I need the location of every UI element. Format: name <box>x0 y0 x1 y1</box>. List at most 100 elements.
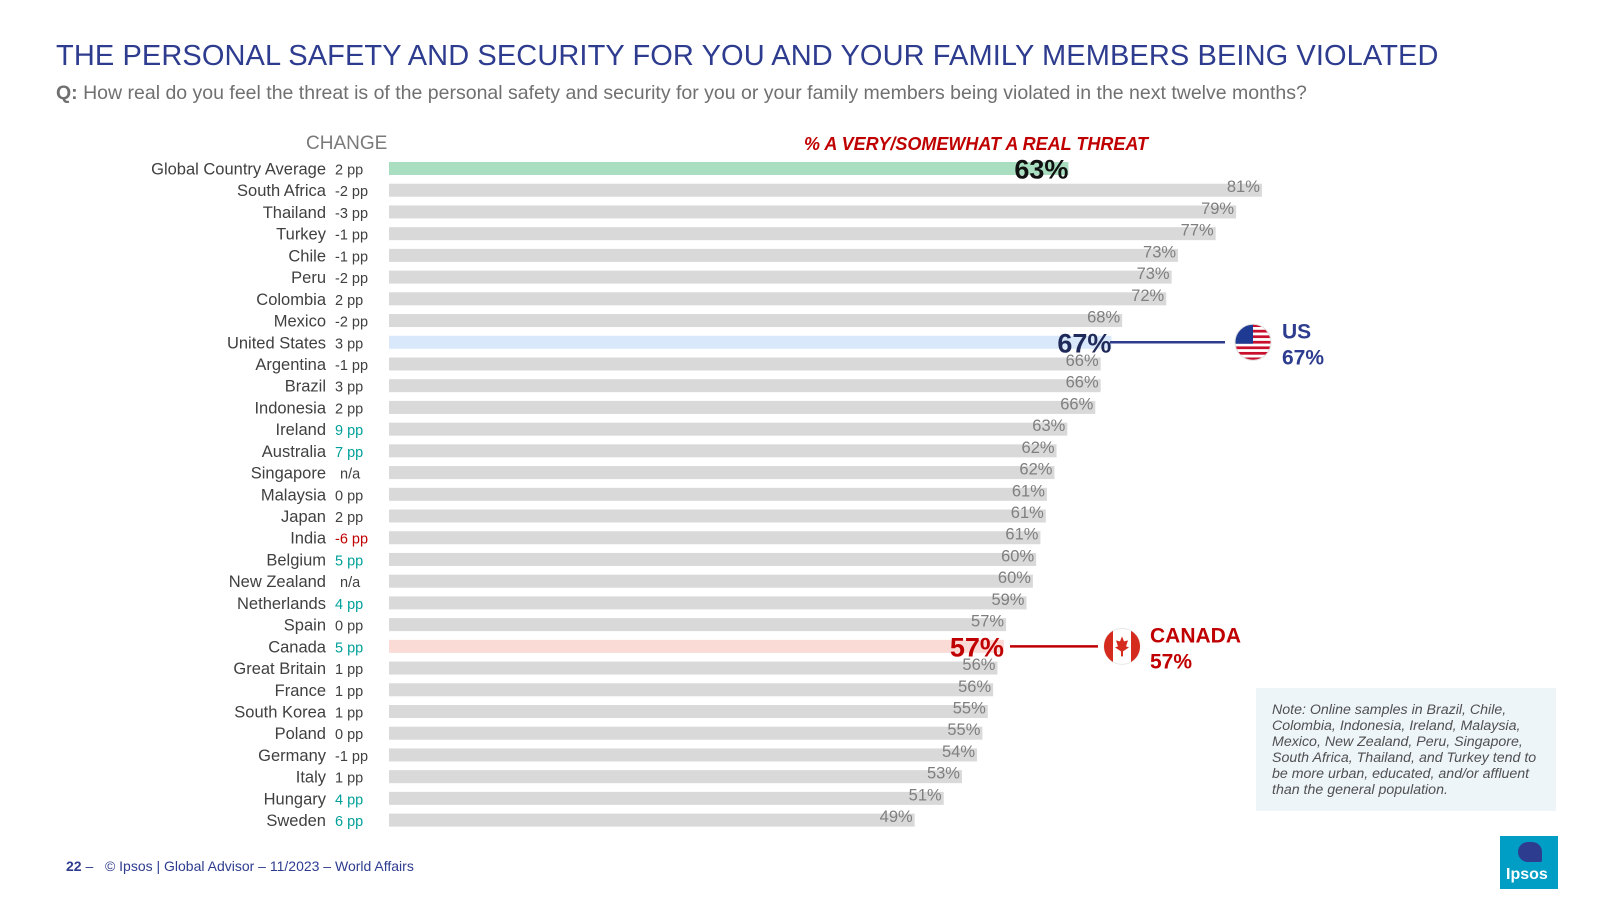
data-label: 49% <box>880 808 913 826</box>
data-label: 73% <box>1137 265 1170 283</box>
data-label: 62% <box>1022 439 1055 457</box>
category-label: Australia <box>262 443 327 461</box>
change-label: 1 pp <box>335 684 363 700</box>
bar <box>389 770 962 784</box>
category-label: United States <box>227 334 326 352</box>
change-label: 2 pp <box>335 401 363 417</box>
bar <box>389 314 1123 328</box>
data-label: 56% <box>962 656 995 674</box>
metric-header: % A VERY/SOMEWHAT A REAL THREAT <box>804 134 1149 154</box>
bar <box>389 531 1041 545</box>
us-callout-label: US <box>1282 320 1311 343</box>
category-label: Colombia <box>256 291 327 309</box>
data-label: 60% <box>998 569 1031 587</box>
bar <box>389 618 1007 632</box>
change-label: n/a <box>340 467 361 483</box>
category-label: Spain <box>284 617 326 635</box>
category-label: Japan <box>281 508 326 526</box>
bar <box>389 292 1167 306</box>
bar <box>389 422 1068 436</box>
page-number: 22 <box>66 858 82 874</box>
footer: 22 – © Ipsos | Global Advisor – 11/2023 … <box>66 858 414 874</box>
change-label: -2 pp <box>335 184 368 200</box>
logo-mark-icon <box>1518 842 1542 862</box>
bar <box>389 487 1047 501</box>
question: Q: How real do you feel the threat is of… <box>56 82 1307 105</box>
category-label: India <box>290 530 327 548</box>
category-label: South Korea <box>234 704 327 722</box>
change-label: 4 pp <box>335 597 363 613</box>
bar <box>389 444 1057 458</box>
change-label: -2 pp <box>335 271 368 287</box>
bar <box>389 705 988 718</box>
bar <box>389 335 1112 349</box>
data-label: 55% <box>947 721 980 739</box>
bar <box>389 466 1055 480</box>
change-label: -1 pp <box>335 749 368 765</box>
category-label: Italy <box>296 769 327 787</box>
bar <box>389 661 998 675</box>
note-text: Note: Online samples in Brazil, Chile, C… <box>1272 702 1537 798</box>
change-label: 1 pp <box>335 706 363 722</box>
category-label: Hungary <box>264 790 327 808</box>
data-label: 63% <box>1014 155 1068 185</box>
change-label: 0 pp <box>335 727 363 743</box>
category-label: New Zealand <box>229 573 326 591</box>
category-label: Peru <box>291 269 326 287</box>
canada-flag-right-band <box>1131 630 1140 662</box>
category-label: Argentina <box>255 356 326 374</box>
change-label: 5 pp <box>335 640 363 656</box>
change-label: -6 pp <box>335 532 368 548</box>
category-label: Sweden <box>266 812 326 830</box>
category-label: Great Britain <box>233 660 326 678</box>
maple-leaf-icon <box>1115 636 1129 657</box>
bar <box>389 552 1037 566</box>
category-label: Mexico <box>274 313 326 331</box>
category-label: Indonesia <box>254 399 326 417</box>
category-label: Turkey <box>276 226 327 244</box>
data-label: 72% <box>1131 287 1164 305</box>
category-label: France <box>275 682 326 700</box>
bar <box>389 400 1096 414</box>
us-flag-icon <box>1235 324 1271 361</box>
bar <box>389 683 994 697</box>
category-label: Poland <box>275 725 326 743</box>
bar <box>389 162 1069 175</box>
bar <box>389 227 1216 241</box>
bar <box>389 183 1262 197</box>
category-label: Ireland <box>276 421 326 439</box>
change-label: 3 pp <box>335 336 363 352</box>
data-label: 66% <box>1066 352 1099 370</box>
canada-callout-value: 57% <box>1150 650 1192 673</box>
bar <box>389 509 1046 523</box>
category-label: South Africa <box>237 182 327 200</box>
change-label: -1 pp <box>335 228 368 244</box>
footer-text: © Ipsos | Global Advisor – 11/2023 – Wor… <box>104 858 414 874</box>
category-label: Thailand <box>263 204 326 222</box>
change-label: 5 pp <box>335 553 363 569</box>
category-label: Canada <box>268 638 327 656</box>
logo-text: Ipsos <box>1506 866 1548 883</box>
change-label: 1 pp <box>335 662 363 678</box>
data-label: 51% <box>909 786 942 804</box>
page-title: THE PERSONAL SAFETY AND SECURITY FOR YOU… <box>56 40 1439 72</box>
note-box: Note: Online samples in Brazil, Chile, C… <box>1256 688 1556 811</box>
data-label: 60% <box>1001 547 1034 565</box>
bar <box>389 596 1027 610</box>
category-label: Malaysia <box>261 486 327 504</box>
data-label: 57% <box>971 613 1004 631</box>
category-label: Germany <box>258 747 327 765</box>
data-label: 59% <box>991 591 1024 609</box>
change-label: 0 pp <box>335 619 363 635</box>
data-label: 81% <box>1227 178 1260 196</box>
change-label: -1 pp <box>335 358 368 374</box>
category-label: Singapore <box>251 465 326 483</box>
change-column-header: CHANGE <box>306 133 388 154</box>
data-label: 79% <box>1201 200 1234 218</box>
data-label: 66% <box>1060 395 1093 413</box>
canada-flag-left-band <box>1104 630 1113 662</box>
question-prefix: Q: <box>56 82 78 104</box>
data-label: 57% <box>950 632 1004 662</box>
category-label: Global Country Average <box>151 161 326 179</box>
